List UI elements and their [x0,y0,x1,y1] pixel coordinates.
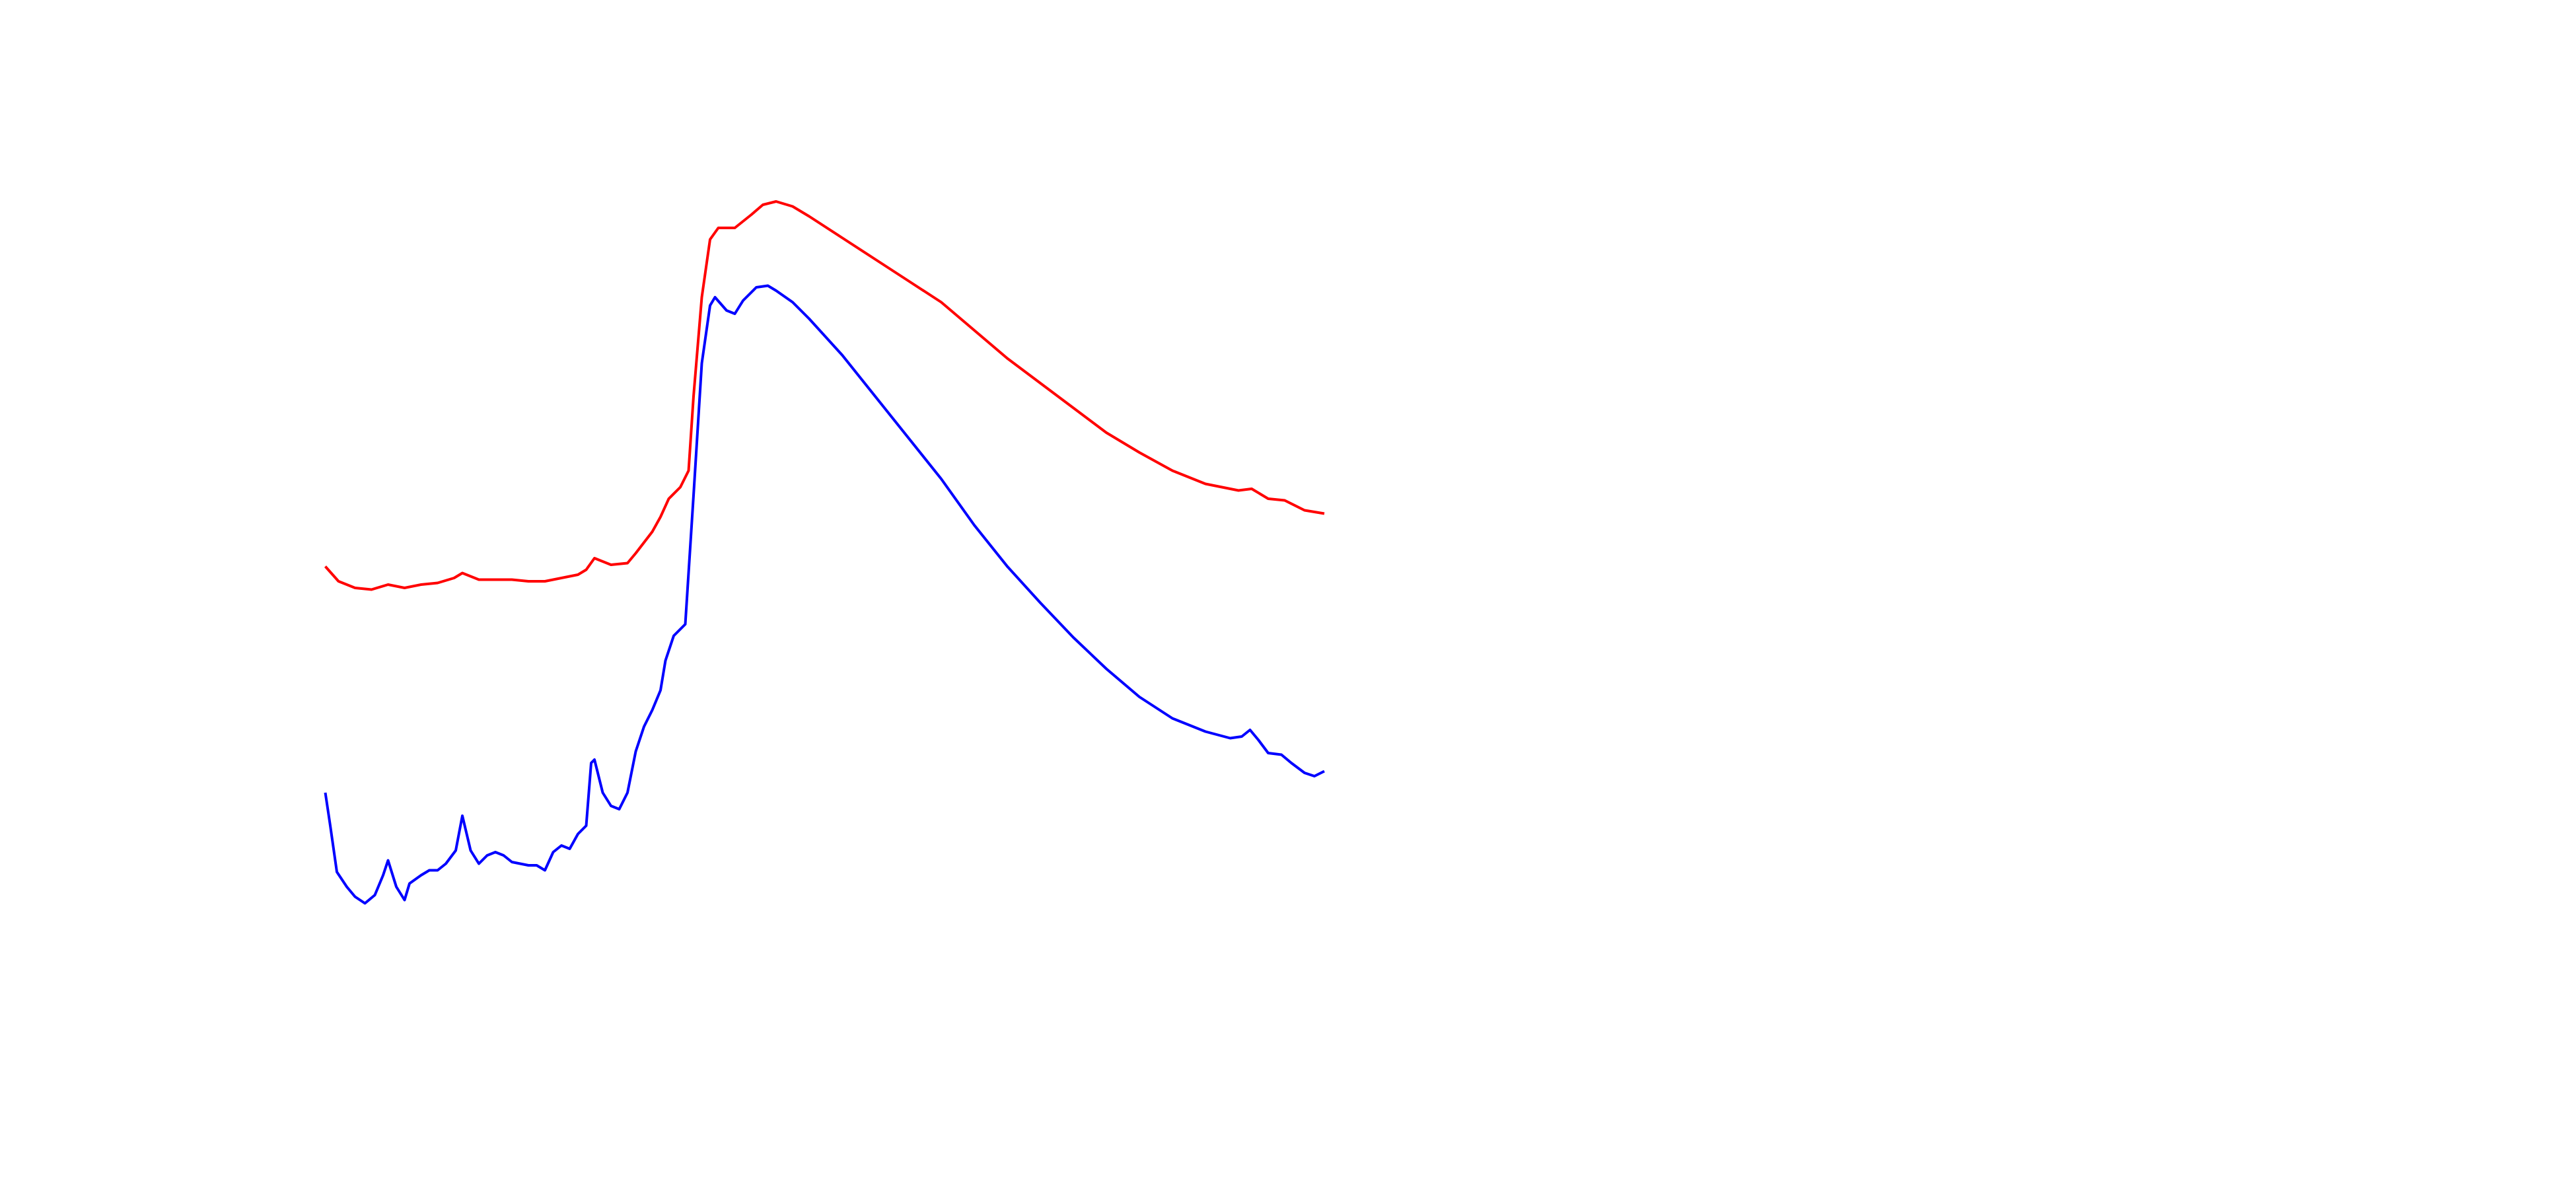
line-series [324,284,1325,905]
line-series [324,200,1325,591]
